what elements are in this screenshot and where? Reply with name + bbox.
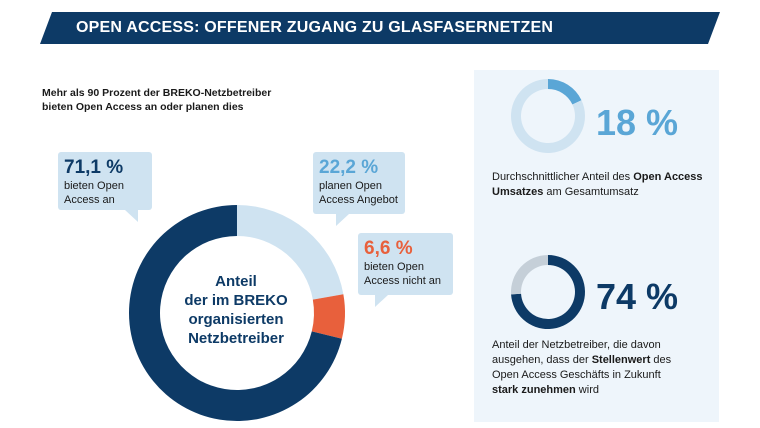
stat-donut-rest (510, 255, 548, 295)
intro-text: Mehr als 90 Prozent der BREKO-Netzbetrei… (42, 86, 342, 114)
desc-part: wird (575, 384, 599, 396)
desc-part: Anteil der Netzbetreiber, die davon ausg… (492, 339, 661, 366)
callout-tail (336, 214, 349, 226)
callout-text: Access nicht an (364, 275, 442, 287)
desc-part: Durchschnittlicher Anteil des (492, 171, 634, 183)
callout-text: Access Angebot (319, 194, 398, 206)
callout-pct: 71,1 % (64, 157, 124, 178)
desc-part: des Open Access Geschäfts in Zukunft (492, 354, 672, 381)
callout-text: bieten Open (364, 261, 424, 273)
callout-pct: 6,6 % (364, 238, 413, 259)
page-title: OPEN ACCESS: OFFENER ZUGANG ZU GLASFASER… (76, 19, 554, 36)
title-banner: OPEN ACCESS: OFFENER ZUGANG ZU GLASFASER… (40, 12, 720, 44)
desc-part: Open Access Umsatzes (492, 171, 703, 198)
donut-center-label: Anteil der im BREKO organisierten Netzbe… (166, 272, 306, 348)
center-line: Anteil (215, 273, 257, 290)
desc-part: stark zunehmen (492, 384, 576, 396)
stat-value-revenue: 18 % (596, 102, 679, 143)
callout-text: planen Open (319, 180, 382, 192)
callout-tail (125, 210, 138, 222)
callout-no-offer: 6,6 % bieten Open Access nicht an (358, 233, 453, 295)
stat-desc-revenue: Durchschnittlicher Anteil des Open Acces… (492, 170, 712, 200)
callout-tail (375, 295, 388, 307)
desc-part: Stellenwert (591, 354, 651, 366)
callout-pct: 22,2 % (319, 157, 379, 178)
desc-part: am Gesamtumsatz (543, 186, 639, 198)
callout-offer: 71,1 % bieten Open Access an (58, 152, 152, 210)
center-line: Netzbetreiber (188, 330, 284, 347)
intro-line: Mehr als 90 Prozent der BREKO-Netzbetrei… (42, 87, 272, 99)
center-line: der im BREKO (184, 292, 288, 309)
callout-plan: 22,2 % planen Open Access Angebot (313, 152, 405, 214)
stat-donut-value (548, 79, 582, 105)
stat-desc-importance: Anteil der Netzbetreiber, die davon ausg… (492, 338, 682, 398)
donut-slice (311, 294, 345, 339)
center-line: organisierten (188, 311, 284, 328)
callout-text: bieten Open (64, 180, 124, 192)
stat-value-importance: 74 % (596, 276, 679, 317)
callout-text: Access an (64, 194, 115, 206)
intro-line: bieten Open Access an oder planen dies (42, 101, 244, 113)
donut-slice (237, 205, 344, 300)
